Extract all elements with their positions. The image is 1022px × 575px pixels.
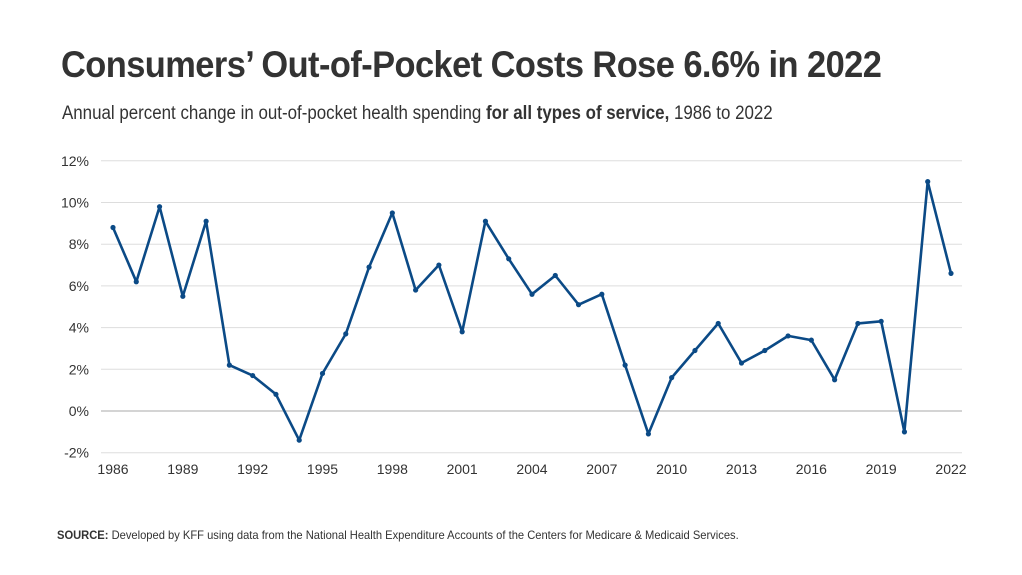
x-axis-ticks: 1986 1989 1992 1995 1998 2001 2004 2007 2010 2013… [97,461,966,477]
data-point-2015 [785,333,791,339]
data-point-1987 [133,279,139,285]
source-note: SOURCE: Developed by KFF using data from… [57,528,739,542]
data-point-2012 [715,320,721,327]
y-tick-label: -2% [64,445,89,461]
x-tick-label: 1998 [377,461,408,477]
x-tick-label: 1992 [237,461,268,477]
data-point-2006 [575,302,582,308]
data-point-1992 [250,372,256,379]
x-tick-label: 2001 [447,461,478,477]
subtitle-suffix: 1986 to 2022 [669,103,773,124]
data-point-2000 [436,262,442,268]
y-axis-ticks: -2% 0% 2% 4% 6% 8% 10% 12% [61,153,89,461]
data-point-2001 [459,329,465,335]
source-label: SOURCE: [57,528,109,542]
data-point-2004 [529,291,535,297]
data-point-2003 [506,256,512,262]
subtitle-prefix: Annual percent change in out-of-pocket h… [62,103,487,124]
data-point-2020 [901,429,908,435]
line-chart: -2% 0% 2% 4% 6% 8% 10% 12% 1986 1989 1992 1995 1998… [61,153,967,477]
data-point-1997 [366,264,372,270]
source-text: Developed by KFF using data from the Nat… [108,528,739,542]
series-line [111,180,953,442]
data-point-2013 [738,360,745,366]
gridlines [101,160,962,454]
x-tick-label: 2010 [656,461,687,477]
data-point-2011 [692,347,698,354]
y-tick-label: 8% [69,236,89,252]
x-tick-label: 2007 [586,461,617,477]
data-point-1989 [180,293,186,299]
y-tick-label: 12% [61,153,89,169]
x-tick-label: 2013 [726,461,757,477]
data-point-1998 [389,210,395,216]
data-point-2019 [878,318,884,324]
data-point-2016 [808,337,814,343]
x-tick-label: 2004 [516,461,547,477]
data-point-2021 [925,179,931,185]
data-points [110,179,954,443]
data-point-1990 [203,218,209,224]
data-point-1988 [156,204,163,210]
chart-subtitle: Annual percent change in out-of-pocket h… [62,103,773,125]
y-tick-label: 0% [69,403,89,419]
data-point-1991 [226,362,232,368]
data-point-1994 [296,437,302,443]
data-point-2014 [762,347,768,354]
x-tick-label: 1995 [307,461,338,477]
y-tick-label: 6% [69,278,89,294]
data-point-1995 [319,370,326,377]
data-point-2002 [482,218,489,224]
data-point-2008 [622,362,628,368]
data-point-1999 [413,287,419,293]
data-point-2007 [599,291,605,297]
x-tick-label: 1986 [97,461,128,477]
y-tick-label: 2% [69,361,89,377]
subtitle-bold: for all types of service, [486,103,670,124]
x-tick-label: 1989 [167,461,198,477]
data-point-1993 [273,391,279,397]
data-point-2010 [669,375,675,381]
data-point-2009 [645,431,651,437]
y-tick-label: 4% [69,320,89,336]
data-point-2022 [948,270,954,276]
data-point-2005 [552,272,558,279]
x-tick-label: 2019 [866,461,897,477]
y-tick-label: 10% [61,195,89,211]
data-point-1996 [343,331,349,337]
chart-title: Consumers’ Out-of-Pocket Costs Rose 6.6%… [61,44,882,85]
x-tick-label: 2016 [796,461,827,477]
data-point-2018 [855,320,861,327]
data-point-2017 [832,377,838,383]
data-point-1986 [110,224,116,231]
x-tick-label: 2022 [935,461,966,477]
